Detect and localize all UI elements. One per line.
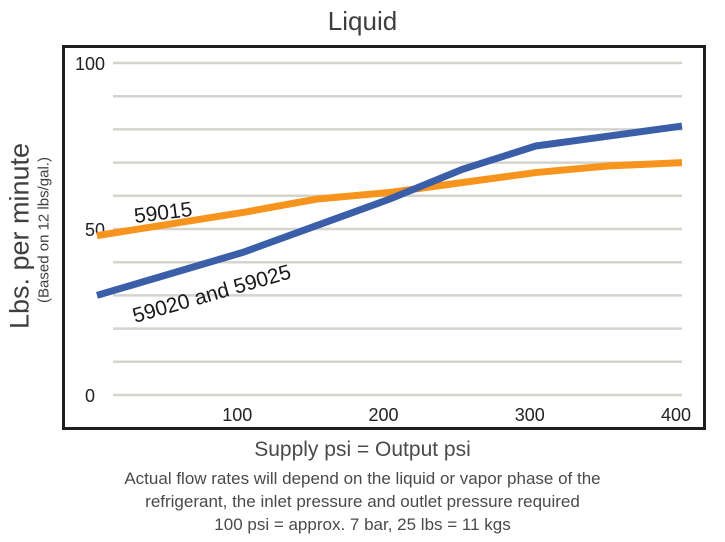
chart-title: Liquid <box>327 6 398 36</box>
x-tick-label: 400 <box>661 405 691 425</box>
series-line-59020-59025 <box>96 122 683 299</box>
x-axis-label: Supply psi = Output psi <box>254 438 471 461</box>
footnote-line-2: refrigerant, the inlet pressure and outl… <box>145 492 580 511</box>
x-tick-label: 200 <box>368 405 398 425</box>
plot-frame <box>62 45 706 430</box>
x-tick-label: 300 <box>515 405 545 425</box>
footnote-line-1: Actual flow rates will depend on the liq… <box>124 469 601 488</box>
y-tick-label: 100 <box>75 54 105 74</box>
y-tick-label: 0 <box>85 386 95 406</box>
x-tick-label: 100 <box>222 405 252 425</box>
y-axis-sublabel: (Based on 12 lbs/gal.) <box>35 157 53 303</box>
y-axis-label: Lbs. per minute <box>4 142 35 330</box>
footnote-line-3: 100 psi = approx. 7 bar, 25 lbs = 11 kgs <box>214 515 511 534</box>
